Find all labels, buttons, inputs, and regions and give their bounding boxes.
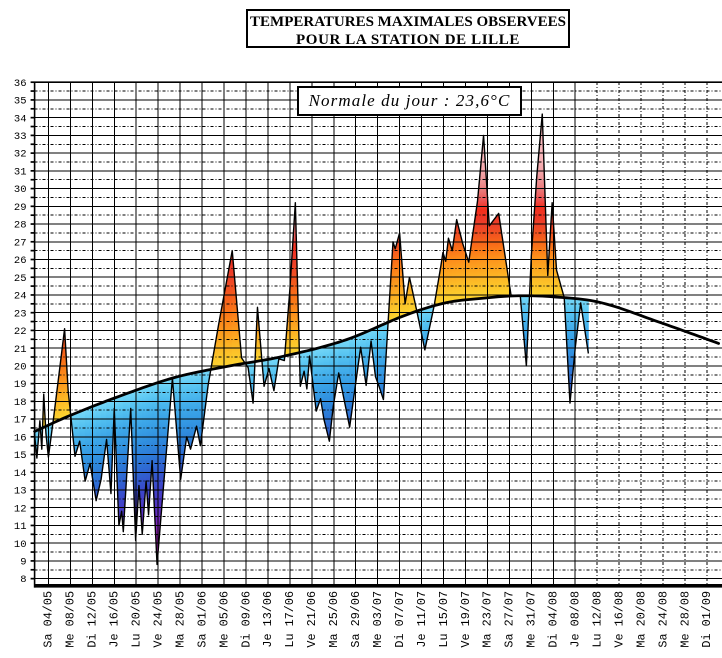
svg-text:29: 29	[14, 202, 27, 214]
svg-text:Me 28/08: Me 28/08	[678, 591, 692, 648]
svg-text:Di 04/08: Di 04/08	[547, 591, 561, 648]
svg-text:36: 36	[14, 78, 27, 90]
svg-text:Me 03/07: Me 03/07	[371, 591, 385, 648]
svg-text:23: 23	[14, 308, 27, 320]
svg-text:Ve 21/06: Ve 21/06	[305, 591, 319, 648]
svg-text:32: 32	[14, 149, 27, 161]
svg-text:Lu 17/06: Lu 17/06	[283, 591, 297, 648]
svg-text:25: 25	[14, 273, 27, 285]
svg-text:Di 12/05: Di 12/05	[86, 591, 100, 648]
svg-text:Ve 19/07: Ve 19/07	[459, 591, 473, 648]
svg-text:Lu 15/07: Lu 15/07	[437, 591, 451, 648]
svg-text:Sa 24/08: Sa 24/08	[656, 591, 670, 648]
svg-text:34: 34	[14, 113, 27, 125]
svg-text:Lu 20/05: Lu 20/05	[130, 591, 144, 648]
svg-text:22: 22	[14, 326, 27, 338]
svg-text:18: 18	[14, 397, 27, 409]
svg-text:Ma 28/05: Ma 28/05	[173, 591, 187, 648]
svg-text:28: 28	[14, 220, 27, 232]
svg-text:12: 12	[14, 503, 27, 515]
svg-text:15: 15	[14, 450, 27, 462]
svg-text:Sa 04/05: Sa 04/05	[42, 591, 56, 648]
svg-text:Ve 24/05: Ve 24/05	[151, 591, 165, 648]
svg-text:11: 11	[14, 521, 27, 533]
svg-text:8: 8	[20, 574, 26, 586]
svg-text:9: 9	[20, 557, 26, 569]
svg-text:Sa 01/06: Sa 01/06	[195, 591, 209, 648]
svg-text:19: 19	[14, 379, 27, 391]
svg-text:31: 31	[14, 166, 27, 178]
svg-text:Me 08/05: Me 08/05	[64, 591, 78, 648]
svg-text:Me 31/07: Me 31/07	[525, 591, 539, 648]
svg-text:30: 30	[14, 184, 27, 196]
svg-text:14: 14	[14, 468, 27, 480]
svg-text:33: 33	[14, 131, 27, 143]
svg-text:26: 26	[14, 255, 27, 267]
svg-text:Sa 29/06: Sa 29/06	[349, 591, 363, 648]
svg-text:Lu 12/08: Lu 12/08	[590, 591, 604, 648]
svg-text:24: 24	[14, 291, 27, 303]
svg-text:20: 20	[14, 361, 27, 373]
svg-text:21: 21	[14, 344, 27, 356]
svg-text:Je 16/05: Je 16/05	[108, 591, 122, 648]
svg-text:17: 17	[14, 415, 27, 427]
svg-text:Di 09/06: Di 09/06	[239, 591, 253, 648]
svg-text:Je 08/08: Je 08/08	[569, 591, 583, 648]
svg-text:35: 35	[14, 96, 27, 108]
svg-text:Sa 27/07: Sa 27/07	[503, 591, 517, 648]
svg-text:16: 16	[14, 432, 27, 444]
svg-text:Ve 16/08: Ve 16/08	[612, 591, 626, 648]
svg-text:Ma 20/08: Ma 20/08	[634, 591, 648, 648]
svg-text:Di 01/09: Di 01/09	[700, 591, 714, 648]
svg-text:Je 11/07: Je 11/07	[415, 591, 429, 648]
svg-text:10: 10	[14, 539, 27, 551]
svg-text:27: 27	[14, 237, 27, 249]
svg-text:Di 07/07: Di 07/07	[393, 591, 407, 648]
svg-text:13: 13	[14, 486, 27, 498]
svg-text:Me 05/06: Me 05/06	[217, 591, 231, 648]
svg-text:Ma 25/06: Ma 25/06	[327, 591, 341, 648]
svg-text:Ma 23/07: Ma 23/07	[481, 591, 495, 648]
svg-text:Je 13/06: Je 13/06	[261, 591, 275, 648]
